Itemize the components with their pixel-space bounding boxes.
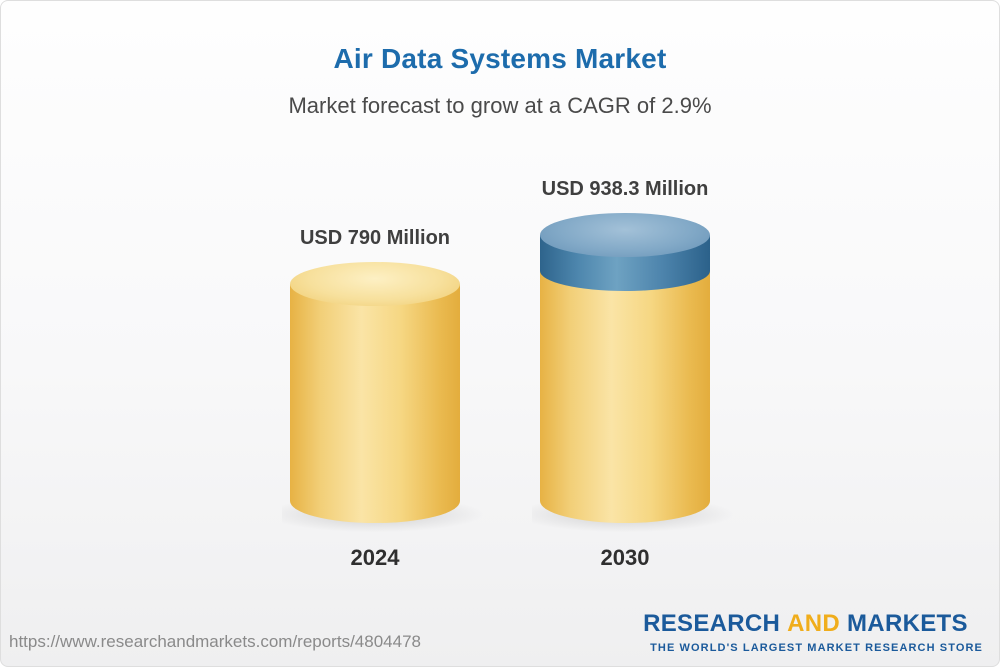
footer: https://www.researchandmarkets.com/repor…: [1, 610, 999, 666]
header: Air Data Systems Market Market forecast …: [1, 1, 999, 119]
cylinder-body-yellow: [290, 284, 460, 523]
year-label-2030: 2030: [600, 545, 650, 570]
chart-area: USD 790 Million 2024 USD 938.3 Million 2…: [1, 151, 999, 571]
logo-tagline-row: THE WORLD'S LARGEST MARKET RESEARCH STOR…: [643, 642, 983, 654]
logo-word-research: RESEARCH: [643, 610, 781, 637]
cylinder-top-blue: [540, 213, 710, 257]
logo-word-markets: MARKETS: [847, 610, 968, 637]
cylinder-2030: [532, 213, 738, 533]
cylinder-top-yellow: [290, 262, 460, 306]
research-and-markets-logo: RESEARCH AND MARKETS THE WORLD'S LARGEST…: [643, 610, 983, 654]
value-label-2024: USD 790 Million: [299, 227, 451, 249]
logo-wordmark: RESEARCH AND MARKETS: [643, 610, 983, 638]
bar-column-2030: USD 938.3 Million 2030: [532, 178, 738, 571]
year-label-2024: 2024: [350, 545, 400, 570]
logo-word-and: AND: [787, 610, 841, 637]
chart-title: Air Data Systems Market: [333, 43, 667, 74]
cylinder-2024: [282, 262, 488, 533]
bar-column-2024: USD 790 Million 2024: [282, 227, 488, 571]
report-url: https://www.researchandmarkets.com/repor…: [9, 632, 421, 651]
value-label-2030: USD 938.3 Million: [541, 178, 709, 200]
chart-subtitle: Market forecast to grow at a CAGR of 2.9…: [288, 93, 712, 118]
logo-tagline: THE WORLD'S LARGEST MARKET RESEARCH STOR…: [650, 642, 983, 654]
